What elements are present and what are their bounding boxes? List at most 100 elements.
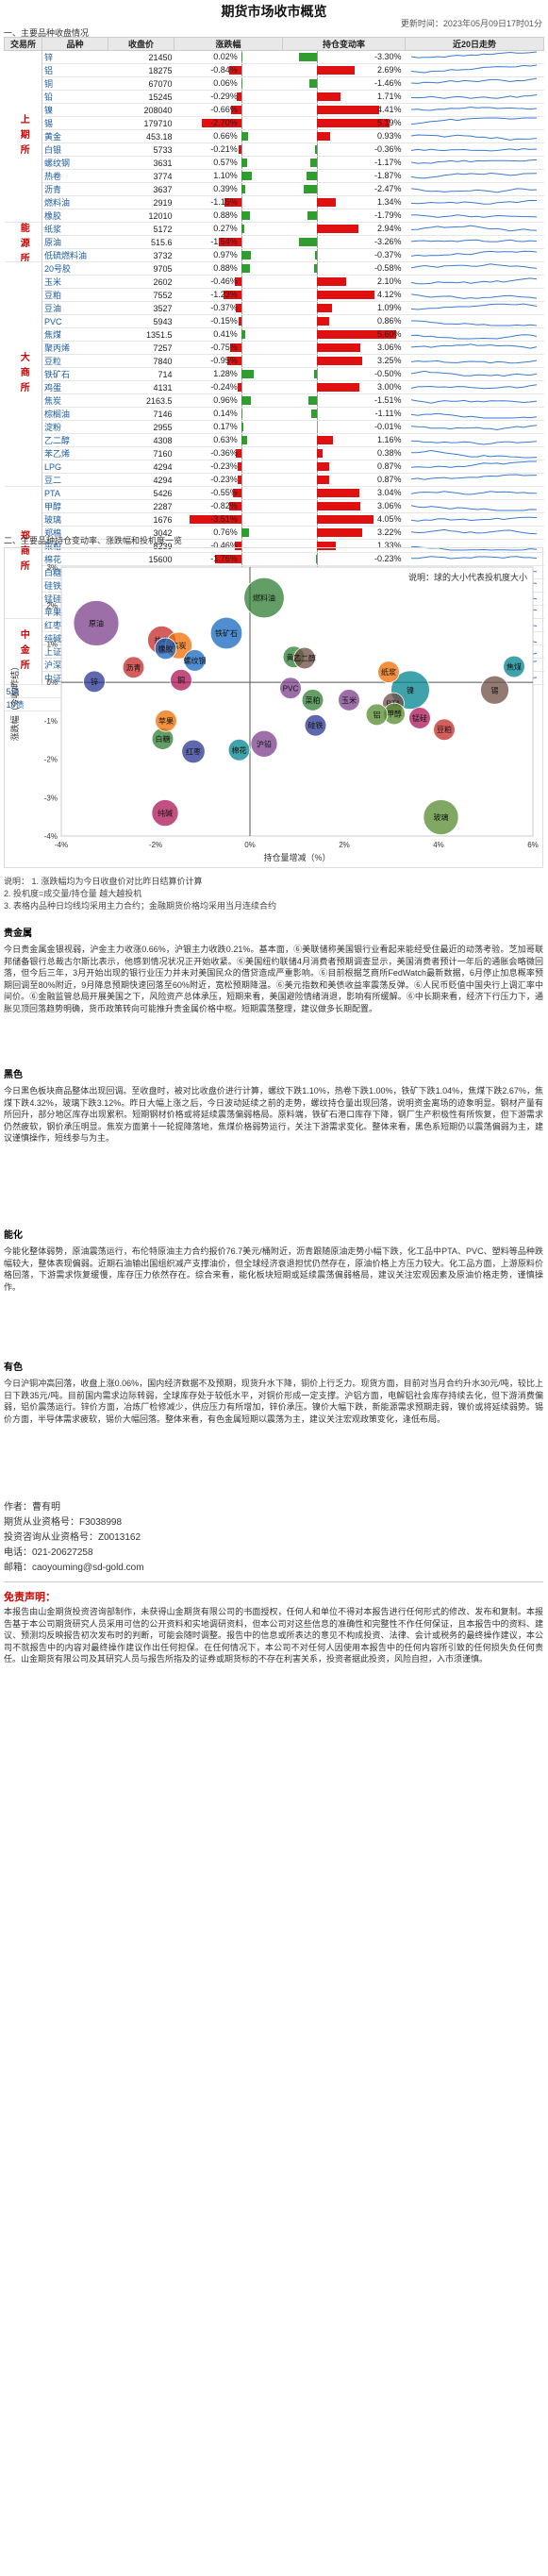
oi-change-cell: -2.47%: [282, 182, 406, 196]
variety-name[interactable]: 20号胶: [42, 261, 108, 276]
variety-name[interactable]: 锡: [42, 116, 108, 130]
variety-name[interactable]: 热卷: [42, 169, 108, 183]
oi-value: -1.11%: [374, 409, 402, 418]
variety-name[interactable]: 纸浆: [42, 222, 108, 236]
variety-name[interactable]: 铜: [42, 76, 108, 91]
oi-bar: [316, 436, 334, 444]
variety-name[interactable]: 鸡蛋: [42, 380, 108, 394]
variety-name[interactable]: 豆粕: [42, 288, 108, 302]
variety-name[interactable]: 铝: [42, 63, 108, 77]
oi-bar: [316, 198, 336, 207]
change-bar: [241, 225, 244, 233]
change-value: -2.70%: [210, 118, 238, 127]
bubble[interactable]: 沪铅: [250, 729, 278, 758]
variety-name[interactable]: 豆粒: [42, 354, 108, 368]
bubble[interactable]: 硅铁: [304, 713, 327, 737]
table-row: 豆粒 7840 -0.95% 3.25%: [5, 354, 544, 368]
change-value: -0.75%: [210, 343, 238, 352]
table-row: 豆二 4294 -0.23% 0.87%: [5, 473, 544, 487]
oi-value: 1.09%: [376, 303, 402, 312]
variety-name[interactable]: 郑棉: [42, 526, 108, 540]
variety-name[interactable]: 玉米: [42, 275, 108, 289]
bubble-label: 乙二醇: [293, 653, 316, 662]
trend-sparkline: [405, 129, 544, 143]
variety-name[interactable]: 沥青: [42, 182, 108, 196]
change-value: 0.39%: [213, 184, 238, 193]
variety-name[interactable]: 棕榈油: [42, 407, 108, 421]
bubble[interactable]: 棉花: [227, 739, 251, 761]
bubble-circle: [480, 675, 509, 705]
y-axis-label: 涨跌幅（今收/昨结）: [9, 662, 20, 742]
bubble[interactable]: 纯碱: [151, 799, 179, 828]
bubble[interactable]: 豆粕: [433, 718, 456, 742]
variety-name[interactable]: 白银: [42, 142, 108, 157]
bubble[interactable]: 乙二醇: [293, 646, 316, 670]
bubble[interactable]: 铜: [170, 668, 192, 692]
bubble[interactable]: 玻璃: [423, 799, 459, 836]
sparkline-svg: [410, 440, 537, 445]
variety-name[interactable]: 乙二醇: [42, 433, 108, 447]
sparkline-svg: [410, 263, 537, 269]
variety-name[interactable]: 棉花: [42, 552, 108, 566]
bubble[interactable]: 橡胶: [154, 637, 177, 661]
variety-name[interactable]: 低硫燃料油: [42, 248, 108, 262]
oi-change-cell: -1.79%: [282, 209, 406, 223]
bubble[interactable]: 燃料油: [243, 577, 285, 619]
bubble[interactable]: 铁矿石: [209, 616, 243, 650]
variety-name[interactable]: 原油: [42, 235, 108, 249]
variety-name[interactable]: 玻璃: [42, 512, 108, 527]
variety-name[interactable]: PTA: [42, 486, 108, 500]
bubble[interactable]: 焦煤: [503, 655, 525, 678]
bubble[interactable]: 锡: [480, 675, 509, 705]
variety-name[interactable]: 镍: [42, 103, 108, 117]
variety-name[interactable]: 黄金: [42, 129, 108, 143]
bubble[interactable]: 螺纹钢: [184, 649, 207, 672]
bubble[interactable]: 玉米: [338, 689, 360, 711]
variety-name[interactable]: 锌: [42, 50, 108, 64]
variety-name[interactable]: 豆油: [42, 301, 108, 315]
variety-name[interactable]: 铁矿石: [42, 367, 108, 381]
variety-name[interactable]: 菜粕: [42, 539, 108, 553]
bubble[interactable]: PVC: [279, 677, 302, 700]
close-price: 2287: [108, 499, 174, 513]
change-value: 0.27%: [213, 224, 238, 233]
variety-name[interactable]: 甲醇: [42, 499, 108, 513]
variety-name[interactable]: LPG: [42, 460, 108, 474]
bubble[interactable]: 原油: [73, 600, 120, 646]
variety-name[interactable]: PVC: [42, 314, 108, 328]
variety-name[interactable]: 聚丙烯: [42, 341, 108, 355]
change-value: -0.46%: [210, 276, 238, 286]
oi-bar: [308, 396, 317, 405]
variety-name[interactable]: 苯乙烯: [42, 446, 108, 460]
bubble-circle: [301, 689, 324, 711]
variety-name[interactable]: 5债: [4, 684, 42, 698]
oi-value: -0.01%: [374, 422, 402, 431]
variety-name[interactable]: 焦炭: [42, 393, 108, 408]
sparkline-svg: [410, 134, 537, 141]
bubble-circle: [250, 729, 278, 758]
change-bar: [238, 476, 241, 484]
variety-name[interactable]: 淀粉: [42, 420, 108, 434]
bubble[interactable]: 红枣: [181, 739, 206, 764]
variety-name[interactable]: 10债: [4, 697, 42, 711]
variety-name[interactable]: 螺纹钢: [42, 156, 108, 170]
change-bar: [189, 515, 241, 524]
oi-bar: [308, 79, 317, 88]
bubble-label: 螺纹钢: [184, 656, 207, 665]
bubble[interactable]: 锰硅: [408, 707, 431, 729]
oi-value: 3.22%: [376, 527, 402, 537]
bubble[interactable]: 纸浆: [377, 661, 400, 683]
bubble[interactable]: 苹果: [155, 710, 177, 732]
variety-name[interactable]: 焦煤: [42, 327, 108, 342]
bubble[interactable]: 沥青: [122, 656, 145, 679]
change-bar: [234, 277, 241, 286]
variety-name[interactable]: 铅: [42, 90, 108, 104]
variety-name[interactable]: 橡胶: [42, 209, 108, 223]
oi-bar: [310, 159, 317, 167]
oi-change-cell: 2.69%: [282, 63, 406, 77]
bubble[interactable]: 锌: [83, 670, 106, 694]
variety-name[interactable]: 燃料油: [42, 195, 108, 209]
variety-name[interactable]: 豆二: [42, 473, 108, 487]
bubble[interactable]: 铝: [365, 703, 389, 727]
bubble[interactable]: 菜粕: [301, 689, 324, 711]
